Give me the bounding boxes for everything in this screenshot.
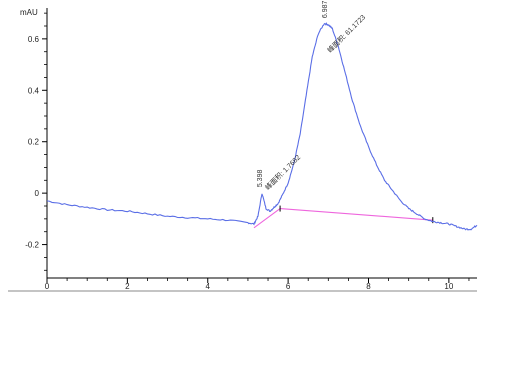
- axis-ticks: [42, 12, 470, 283]
- axis-tick-labels: -0.2 0 0.2 0.4 0.6 0 2 4 6 8 10: [25, 35, 454, 291]
- peak-label: 6.987: [322, 1, 329, 19]
- x-tick-label: 4: [206, 282, 211, 291]
- y-tick-label: 0.6: [28, 35, 40, 44]
- y-tick-label: 0: [35, 189, 40, 198]
- signal-trace: [46, 22, 478, 231]
- x-tick-label: 6: [286, 282, 291, 291]
- x-tick-label: 2: [125, 282, 130, 291]
- peak-label: 5.398: [257, 170, 264, 188]
- y-axis-unit-label: mAU: [20, 8, 38, 17]
- y-tick-label: 0.2: [28, 138, 40, 147]
- integration-baselines: [253, 205, 434, 229]
- x-tick-label: 8: [366, 282, 371, 291]
- x-tick-label: 0: [45, 282, 50, 291]
- y-tick-label: 0.4: [28, 86, 40, 95]
- integration-baseline: [253, 208, 281, 229]
- integration-baseline: [280, 208, 433, 221]
- x-tick-label: 10: [444, 282, 453, 291]
- y-tick-label: -0.2: [25, 241, 39, 250]
